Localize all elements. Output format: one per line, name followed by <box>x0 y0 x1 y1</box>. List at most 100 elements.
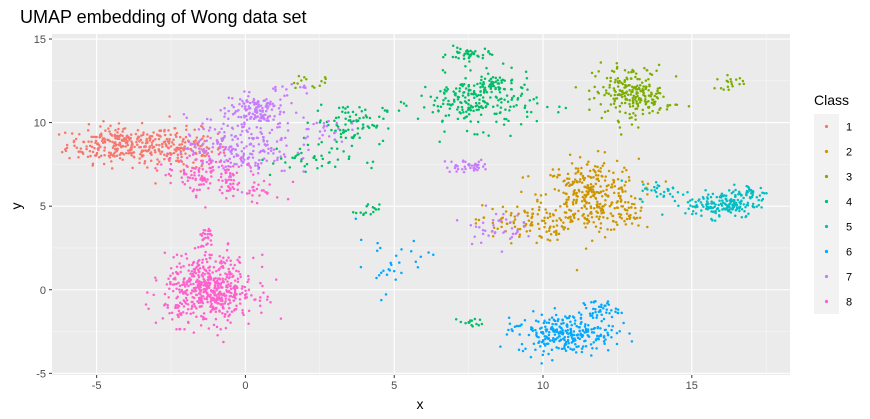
data-point <box>502 212 505 216</box>
data-point <box>592 190 596 194</box>
data-point <box>231 267 235 270</box>
data-point <box>145 139 148 143</box>
data-point <box>520 342 524 346</box>
data-point <box>208 126 212 129</box>
data-point <box>256 115 260 118</box>
data-point <box>515 324 519 328</box>
data-point <box>123 137 126 140</box>
data-point <box>267 119 270 123</box>
data-point <box>201 275 205 278</box>
data-point <box>263 99 267 102</box>
data-point <box>245 129 248 132</box>
data-point <box>273 159 276 163</box>
data-point <box>648 83 651 86</box>
data-point <box>481 165 485 168</box>
data-point <box>569 183 572 187</box>
data-point <box>222 166 225 170</box>
data-point <box>443 92 446 95</box>
data-point <box>256 172 260 175</box>
data-point <box>304 136 307 140</box>
data-point <box>583 176 587 180</box>
data-point <box>103 146 107 149</box>
data-point <box>725 207 728 210</box>
data-point <box>257 143 261 146</box>
data-point <box>538 234 541 238</box>
data-point <box>603 93 606 97</box>
data-point <box>659 106 662 110</box>
data-point <box>235 171 239 175</box>
data-point <box>89 154 92 158</box>
data-point <box>194 158 197 162</box>
data-point <box>527 234 530 238</box>
data-point <box>539 194 543 197</box>
data-point <box>477 218 481 222</box>
data-point <box>588 186 591 190</box>
data-point <box>454 55 458 59</box>
data-point <box>494 80 498 83</box>
data-point <box>596 202 599 206</box>
data-point <box>192 161 195 164</box>
data-point <box>154 167 157 170</box>
data-point <box>630 123 634 126</box>
data-point <box>599 327 602 330</box>
data-point <box>64 149 68 153</box>
data-point <box>527 333 531 337</box>
data-point <box>146 291 149 294</box>
data-point <box>136 128 140 132</box>
data-point <box>583 185 586 189</box>
data-point <box>597 169 600 173</box>
data-point <box>125 151 128 155</box>
data-point <box>630 340 634 343</box>
data-point <box>706 200 709 204</box>
data-point <box>628 116 632 120</box>
data-point <box>565 177 569 180</box>
data-point <box>603 342 606 345</box>
data-point <box>158 143 161 147</box>
data-point <box>750 195 754 199</box>
data-point <box>606 331 609 335</box>
data-point <box>706 208 710 211</box>
data-point <box>227 164 230 168</box>
data-point <box>616 311 620 315</box>
data-point <box>721 208 724 211</box>
data-point <box>618 329 621 333</box>
data-point <box>221 179 224 182</box>
data-point <box>564 211 568 214</box>
data-point <box>364 114 368 117</box>
data-point <box>441 69 445 72</box>
data-point <box>223 115 226 118</box>
data-point <box>206 242 209 245</box>
data-point <box>671 186 675 189</box>
data-point <box>453 166 457 170</box>
data-point <box>566 345 570 349</box>
data-point <box>227 96 231 99</box>
data-point <box>316 109 320 113</box>
data-point <box>167 277 170 281</box>
data-point <box>576 167 580 170</box>
data-point <box>182 305 186 308</box>
series-4 <box>257 44 568 328</box>
data-point <box>222 306 225 310</box>
data-point <box>203 279 206 282</box>
data-point <box>507 316 511 319</box>
data-point <box>247 94 250 98</box>
data-point <box>178 262 181 265</box>
data-point <box>547 330 551 334</box>
data-point <box>640 81 644 84</box>
data-point <box>545 230 548 233</box>
data-point <box>145 137 148 141</box>
data-point <box>612 179 616 182</box>
data-point <box>296 82 299 85</box>
data-point <box>706 196 709 199</box>
data-point <box>624 83 627 87</box>
data-point <box>666 189 670 193</box>
data-point <box>165 144 168 148</box>
data-point <box>625 212 629 215</box>
data-point <box>607 169 611 173</box>
data-point <box>173 126 176 130</box>
data-point <box>462 54 466 57</box>
data-point <box>250 200 254 203</box>
data-point <box>219 327 222 331</box>
series-6 <box>354 217 634 365</box>
data-point <box>193 171 196 174</box>
